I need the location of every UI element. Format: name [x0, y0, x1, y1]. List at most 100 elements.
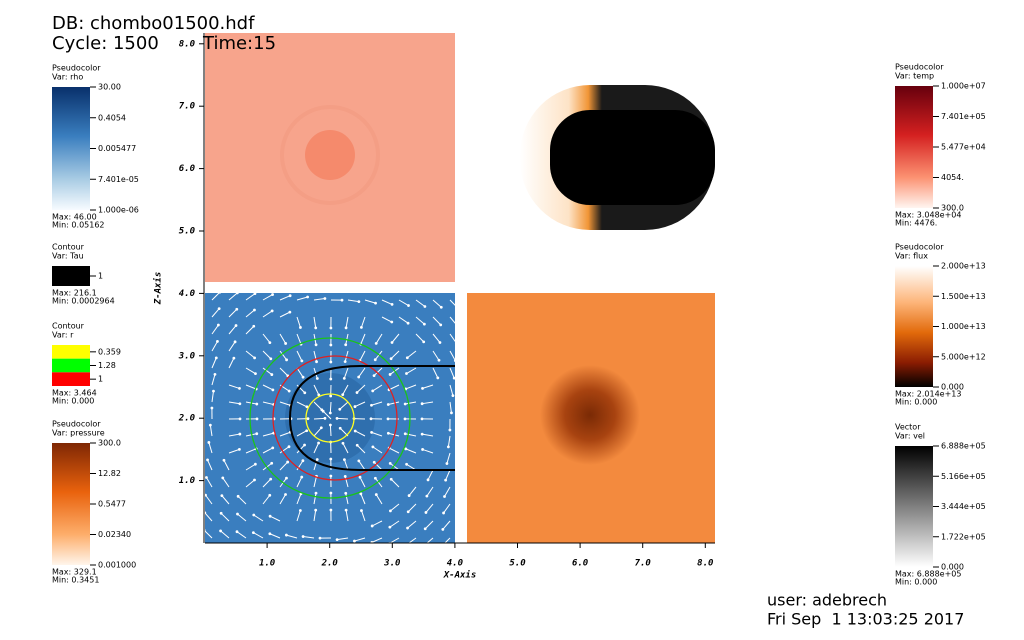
vector-head	[343, 474, 347, 478]
vector-head	[390, 341, 394, 344]
user: user: adebrech	[767, 591, 887, 610]
vector-head	[216, 323, 220, 327]
vector	[279, 295, 291, 301]
vector	[372, 384, 383, 392]
vector-head	[369, 417, 373, 421]
vector-head	[221, 476, 225, 480]
legend-label: 1.722e+05	[941, 532, 986, 541]
vector	[222, 477, 230, 488]
vector-head	[315, 360, 318, 364]
vector-head	[374, 341, 378, 345]
vector-head	[269, 357, 273, 361]
vector-head	[234, 324, 238, 327]
legend-band	[52, 372, 90, 386]
legend-label: 5.477e+04	[941, 143, 986, 152]
vector-head	[329, 457, 333, 461]
vector-head	[358, 475, 362, 479]
x-tick-label: 6.0	[572, 559, 589, 569]
vector-head	[357, 459, 361, 463]
legend-var: Var: pressure	[52, 429, 105, 438]
vector-head	[271, 388, 275, 392]
vector	[360, 510, 366, 522]
vector-head	[329, 377, 333, 381]
vector	[408, 486, 417, 496]
vector-head	[423, 305, 427, 308]
vector-head	[252, 513, 256, 517]
vector-head	[314, 508, 318, 512]
vector	[424, 520, 434, 530]
vector-head	[301, 375, 305, 379]
legend-label: 4054.	[941, 173, 964, 182]
vector	[313, 493, 317, 505]
vector-head	[303, 443, 306, 447]
legend-plot: Pseudocolor	[52, 420, 101, 429]
vector-head	[214, 356, 218, 360]
vector-head	[318, 536, 322, 540]
x-axis-title: X-Axis	[443, 570, 477, 581]
z-tick-label: 7.0	[179, 102, 196, 112]
vector-head	[422, 322, 426, 326]
legend-max: Max: 216.1	[52, 289, 97, 298]
time-label: Time:15	[202, 33, 276, 54]
vector	[354, 401, 366, 408]
vector	[432, 350, 440, 361]
vector	[407, 503, 417, 513]
vector-head	[436, 376, 440, 380]
legend-bar	[52, 87, 90, 210]
vector-head	[238, 402, 242, 406]
legend-label: 0.5477	[98, 500, 126, 509]
vector-head	[255, 402, 259, 406]
vector	[237, 495, 247, 505]
vector	[228, 357, 235, 369]
vector-head	[420, 417, 424, 421]
vector-head	[406, 510, 410, 514]
vector-head	[298, 509, 302, 512]
vector-head	[371, 445, 375, 449]
vector-head	[452, 376, 456, 380]
vector	[375, 333, 383, 344]
vector	[364, 299, 376, 304]
vector-head	[219, 511, 223, 515]
vector	[426, 486, 434, 497]
vector	[262, 367, 273, 375]
vector	[211, 391, 214, 403]
vector	[388, 384, 400, 391]
vector	[228, 384, 240, 389]
vector	[356, 444, 366, 454]
vector	[211, 308, 220, 318]
vector	[374, 350, 383, 360]
contour-red	[272, 355, 398, 481]
legend-max: Max: 6.888e+05	[895, 570, 961, 579]
legend-label: 3.444e+05	[941, 502, 986, 511]
vector	[313, 316, 317, 328]
vector-head	[388, 461, 392, 465]
vector-head	[344, 326, 348, 330]
vector	[313, 510, 317, 522]
vector	[262, 447, 273, 454]
vector-head	[374, 493, 378, 496]
vector-head	[238, 417, 242, 421]
vector	[359, 350, 366, 361]
vector-head	[235, 291, 239, 295]
vector-head	[370, 403, 373, 407]
legend-bar	[52, 266, 90, 286]
legend-plot: Contour	[52, 243, 85, 252]
vector-head	[421, 386, 424, 390]
vector	[245, 448, 257, 454]
vector	[343, 459, 349, 471]
legend-label: 1.000e+13	[941, 322, 986, 331]
vector	[245, 367, 256, 375]
vector	[371, 537, 383, 543]
vector	[449, 367, 455, 379]
vector	[345, 316, 349, 328]
vector	[398, 316, 409, 324]
legend-label: 30.00	[98, 83, 121, 92]
vector-head	[208, 423, 212, 427]
vector	[447, 435, 451, 447]
vector-head	[235, 530, 239, 534]
vector-head	[355, 391, 359, 394]
vector-head	[213, 373, 217, 376]
vector-head	[450, 411, 453, 415]
vector-head	[321, 409, 325, 413]
legend-label: 6.888e+05	[941, 442, 986, 451]
